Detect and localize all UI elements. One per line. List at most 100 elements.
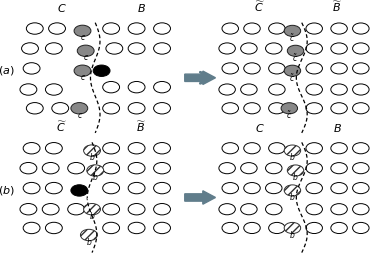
Circle shape bbox=[353, 103, 369, 114]
Circle shape bbox=[42, 204, 59, 215]
Circle shape bbox=[46, 43, 62, 54]
Text: a: a bbox=[87, 193, 91, 202]
Circle shape bbox=[331, 143, 347, 154]
Circle shape bbox=[103, 143, 120, 154]
Text: b: b bbox=[90, 212, 95, 221]
Circle shape bbox=[46, 182, 62, 194]
Circle shape bbox=[269, 143, 285, 154]
Circle shape bbox=[331, 163, 347, 174]
Text: $\tilde{c}$: $\tilde{c}$ bbox=[286, 110, 292, 121]
Circle shape bbox=[22, 43, 38, 54]
Circle shape bbox=[241, 43, 257, 54]
Circle shape bbox=[52, 103, 69, 114]
Text: c: c bbox=[84, 53, 88, 62]
Circle shape bbox=[219, 163, 235, 174]
Circle shape bbox=[87, 165, 104, 176]
Circle shape bbox=[74, 65, 91, 76]
Circle shape bbox=[20, 162, 37, 174]
Circle shape bbox=[68, 204, 85, 215]
Circle shape bbox=[353, 222, 369, 234]
Text: c: c bbox=[77, 111, 81, 120]
Text: $C$: $C$ bbox=[57, 2, 66, 14]
Circle shape bbox=[106, 43, 123, 54]
Text: $\widetilde{C}$: $\widetilde{C}$ bbox=[255, 0, 265, 14]
Circle shape bbox=[20, 204, 37, 215]
Circle shape bbox=[222, 103, 239, 114]
Text: $(a)$: $(a)$ bbox=[0, 64, 14, 77]
Circle shape bbox=[306, 63, 323, 74]
Text: a: a bbox=[109, 73, 114, 82]
Circle shape bbox=[266, 163, 282, 174]
Circle shape bbox=[154, 182, 171, 194]
Circle shape bbox=[306, 182, 323, 194]
Circle shape bbox=[23, 222, 40, 234]
Circle shape bbox=[353, 182, 369, 194]
Circle shape bbox=[128, 23, 145, 34]
Circle shape bbox=[103, 103, 120, 114]
Circle shape bbox=[222, 143, 239, 154]
Circle shape bbox=[353, 204, 369, 215]
Circle shape bbox=[71, 185, 88, 196]
Circle shape bbox=[266, 204, 282, 215]
Circle shape bbox=[284, 65, 301, 76]
FancyArrow shape bbox=[185, 71, 215, 85]
Circle shape bbox=[154, 222, 171, 234]
Text: $\tilde{c}$: $\tilde{c}$ bbox=[290, 32, 296, 44]
Circle shape bbox=[331, 43, 347, 54]
Circle shape bbox=[331, 103, 347, 114]
Circle shape bbox=[244, 143, 260, 154]
Circle shape bbox=[222, 63, 239, 74]
Circle shape bbox=[244, 63, 260, 74]
Text: $\widetilde{B}$: $\widetilde{B}$ bbox=[332, 0, 343, 14]
Circle shape bbox=[26, 23, 43, 34]
Circle shape bbox=[128, 222, 145, 234]
Text: $\widetilde{C}$: $\widetilde{C}$ bbox=[57, 119, 67, 134]
Circle shape bbox=[222, 222, 239, 234]
Text: b: b bbox=[90, 153, 95, 162]
Circle shape bbox=[306, 143, 323, 154]
Circle shape bbox=[128, 204, 145, 215]
Circle shape bbox=[23, 63, 40, 74]
Text: c: c bbox=[81, 33, 85, 42]
Circle shape bbox=[284, 222, 301, 234]
Circle shape bbox=[103, 204, 120, 215]
Circle shape bbox=[81, 229, 97, 241]
Circle shape bbox=[154, 204, 171, 215]
Circle shape bbox=[353, 63, 369, 74]
Circle shape bbox=[71, 103, 88, 114]
Text: b: b bbox=[93, 173, 98, 182]
Circle shape bbox=[269, 222, 285, 234]
Text: b: b bbox=[293, 173, 298, 182]
Circle shape bbox=[306, 222, 323, 234]
Text: $B$: $B$ bbox=[137, 2, 146, 14]
Circle shape bbox=[49, 23, 65, 34]
Circle shape bbox=[287, 45, 304, 56]
Circle shape bbox=[128, 103, 145, 114]
Circle shape bbox=[284, 145, 301, 156]
Circle shape bbox=[269, 23, 285, 34]
Circle shape bbox=[154, 162, 171, 174]
Circle shape bbox=[154, 81, 171, 93]
Circle shape bbox=[23, 143, 40, 154]
Circle shape bbox=[241, 84, 257, 95]
Circle shape bbox=[74, 25, 91, 37]
Circle shape bbox=[77, 45, 94, 57]
Circle shape bbox=[306, 163, 323, 174]
Circle shape bbox=[353, 163, 369, 174]
Text: b: b bbox=[290, 153, 295, 162]
Circle shape bbox=[222, 23, 239, 34]
Text: $\tilde{c}$: $\tilde{c}$ bbox=[293, 52, 299, 64]
Text: b: b bbox=[86, 238, 91, 247]
Text: b: b bbox=[290, 193, 295, 202]
Circle shape bbox=[266, 43, 282, 54]
Text: $\tilde{c}$: $\tilde{c}$ bbox=[290, 72, 296, 84]
Circle shape bbox=[241, 163, 257, 174]
Circle shape bbox=[103, 182, 120, 194]
Circle shape bbox=[128, 81, 145, 93]
Circle shape bbox=[128, 43, 145, 54]
Circle shape bbox=[244, 182, 260, 194]
Circle shape bbox=[331, 63, 347, 74]
Circle shape bbox=[128, 162, 145, 174]
Text: $\widetilde{B}$: $\widetilde{B}$ bbox=[136, 119, 147, 134]
Circle shape bbox=[84, 145, 100, 156]
